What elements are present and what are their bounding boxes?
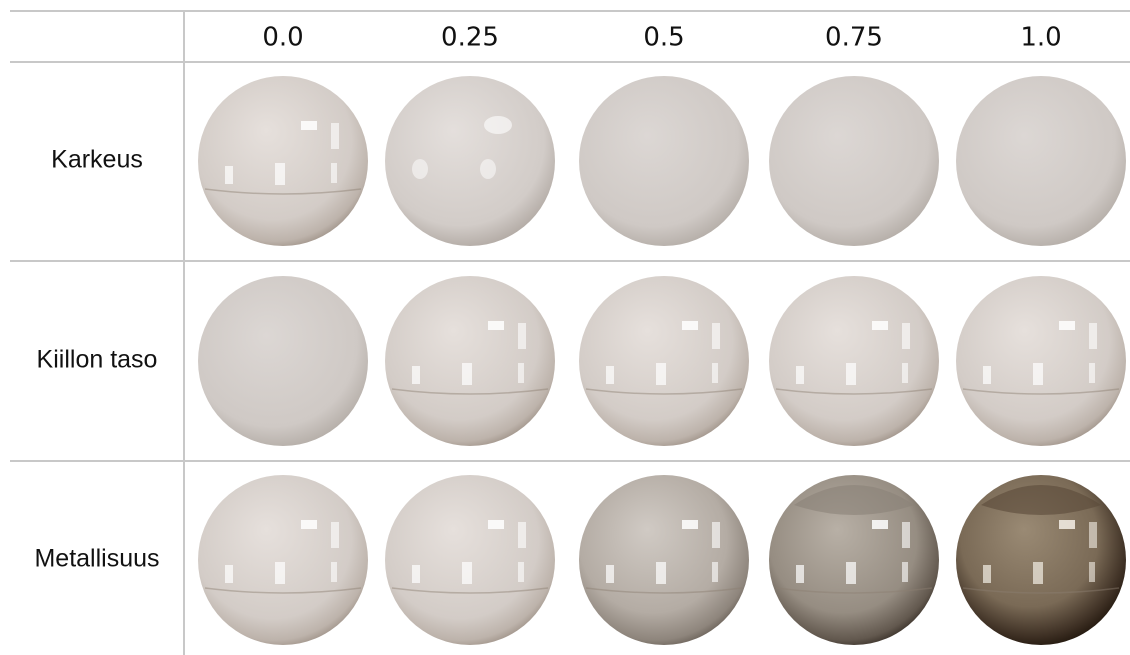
window-reflection [712, 363, 718, 383]
material-sphere [385, 475, 555, 645]
window-reflection [846, 562, 856, 584]
window-reflection [712, 562, 718, 582]
window-reflection [902, 562, 908, 582]
window-reflection [983, 565, 991, 583]
soft-highlight [480, 159, 496, 179]
material-sphere [956, 475, 1126, 645]
window-reflection [1089, 363, 1095, 383]
soft-highlight [484, 116, 512, 134]
window-reflection [1059, 520, 1075, 529]
material-sphere [198, 276, 368, 446]
window-reflection [518, 323, 526, 349]
material-sphere [579, 276, 749, 446]
window-reflection [1033, 562, 1043, 584]
column-header: 1.0 [1020, 23, 1061, 53]
row-header: Karkeus [51, 146, 143, 174]
window-reflection [1059, 321, 1075, 330]
sphere-body [956, 76, 1126, 246]
window-reflection [275, 562, 285, 584]
sphere-body [769, 276, 939, 446]
material-sphere [198, 475, 368, 645]
window-reflection [462, 363, 472, 385]
window-reflection [983, 366, 991, 384]
sphere-body [769, 76, 939, 246]
cells [198, 76, 1126, 645]
material-table: 0.0 0.25 0.5 0.75 1.0 Karkeus Kiillon taso Meta… [0, 0, 1130, 655]
material-sphere [769, 276, 939, 446]
material-sphere [579, 475, 749, 645]
window-reflection [846, 363, 856, 385]
window-reflection [301, 121, 317, 130]
window-reflection [656, 363, 666, 385]
window-reflection [682, 520, 698, 529]
window-reflection [518, 562, 524, 582]
material-sphere [198, 76, 368, 246]
window-reflection [331, 163, 337, 183]
material-sphere [956, 276, 1126, 446]
row-header: Metallisuus [34, 545, 159, 573]
window-reflection [331, 522, 339, 548]
sphere-body [579, 76, 749, 246]
window-reflection [682, 321, 698, 330]
sphere-body [385, 76, 555, 246]
window-reflection [606, 565, 614, 583]
window-reflection [796, 565, 804, 583]
material-sphere [579, 76, 749, 246]
window-reflection [331, 123, 339, 149]
window-reflection [275, 163, 285, 185]
window-reflection [462, 562, 472, 584]
window-reflection [488, 520, 504, 529]
sphere-body [579, 475, 749, 645]
window-reflection [712, 522, 720, 548]
material-sphere [385, 276, 555, 446]
window-reflection [412, 366, 420, 384]
window-reflection [331, 562, 337, 582]
window-reflection [872, 520, 888, 529]
column-header: 0.0 [262, 23, 303, 53]
soft-highlight [412, 159, 428, 179]
window-reflection [902, 323, 910, 349]
window-reflection [1089, 522, 1097, 548]
window-reflection [225, 565, 233, 583]
sphere-body [198, 76, 368, 246]
window-reflection [518, 363, 524, 383]
sphere-body [579, 276, 749, 446]
window-reflection [1089, 323, 1097, 349]
material-sphere [956, 76, 1126, 246]
window-reflection [301, 520, 317, 529]
window-reflection [488, 321, 504, 330]
sphere-body [198, 475, 368, 645]
material-sphere [385, 76, 555, 246]
column-header: 0.5 [643, 23, 684, 53]
window-reflection [1033, 363, 1043, 385]
window-reflection [712, 323, 720, 349]
sphere-body [956, 276, 1126, 446]
row-header: Kiillon taso [37, 346, 158, 374]
window-reflection [606, 366, 614, 384]
window-reflection [872, 321, 888, 330]
sphere-body [198, 276, 368, 446]
window-reflection [225, 166, 233, 184]
window-reflection [656, 562, 666, 584]
sphere-body [385, 276, 555, 446]
window-reflection [412, 565, 420, 583]
window-reflection [902, 522, 910, 548]
window-reflection [1089, 562, 1095, 582]
column-header: 0.75 [825, 23, 883, 53]
sphere-body [385, 475, 555, 645]
material-sphere [769, 76, 939, 246]
window-reflection [796, 366, 804, 384]
window-reflection [902, 363, 908, 383]
material-sphere [769, 475, 939, 645]
window-reflection [518, 522, 526, 548]
column-header: 0.25 [441, 23, 499, 53]
